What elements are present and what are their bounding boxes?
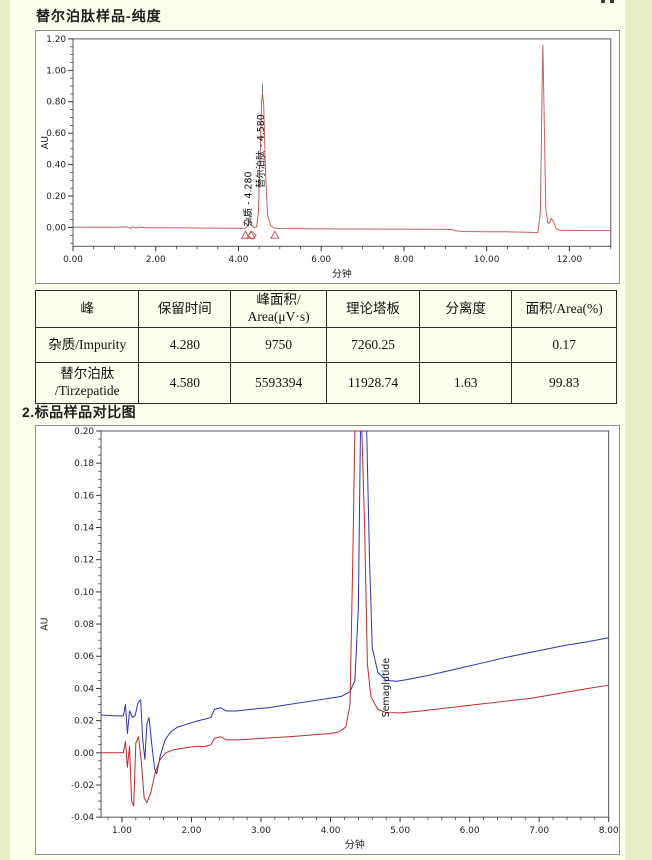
svg-text:分钟: 分钟: [345, 838, 365, 851]
svg-text:AU: AU: [40, 136, 51, 149]
svg-text:8.00: 8.00: [599, 826, 619, 836]
peak-label: 杂质 - 4.280: [242, 172, 254, 227]
svg-text:2.00: 2.00: [146, 255, 166, 265]
table-cell: 替尔泊肽 /Tirzepatide: [34, 362, 140, 404]
svg-text:1.20: 1.20: [46, 35, 66, 45]
table-cell: 5593394: [230, 362, 328, 404]
section1-title: 替尔泊肽样品-纯度: [36, 8, 162, 24]
svg-text:0.00: 0.00: [74, 749, 94, 759]
svg-text:-0.02: -0.02: [71, 781, 94, 791]
svg-text:6.00: 6.00: [460, 826, 480, 836]
svg-text:7.00: 7.00: [529, 826, 549, 836]
svg-text:0.12: 0.12: [74, 556, 94, 566]
table-row-impurity: 杂质/Impurity 4.280 9750 7260.25 0.17: [34, 327, 617, 363]
table-cell: 杂质/Impurity: [34, 327, 140, 363]
svg-text:0.18: 0.18: [74, 459, 94, 469]
header-area-percent: 面积/Area(%): [511, 290, 617, 328]
svg-text:0.04: 0.04: [74, 684, 94, 694]
svg-text:1.00: 1.00: [112, 826, 132, 836]
integration-marker: [247, 230, 257, 240]
header-peak: 峰: [34, 290, 140, 328]
header-peak-area: 峰面积/ Area(μV·s): [230, 290, 328, 328]
svg-text:10.00: 10.00: [474, 255, 500, 265]
svg-text:0.40: 0.40: [46, 161, 66, 171]
svg-text:1.00: 1.00: [46, 66, 66, 76]
svg-text:0.16: 0.16: [74, 491, 94, 501]
chart-canvas: 0.00 2.00 4.00 6.00 8.00 10.00 12.00 0.00 0.20 0.…: [40, 35, 612, 280]
trace: [73, 44, 611, 234]
header-resolution: 分离度: [419, 290, 513, 328]
table-cell: 4.580: [138, 362, 232, 404]
svg-text:0.80: 0.80: [46, 98, 66, 108]
header-retention-time: 保留时间: [138, 290, 232, 328]
svg-text:0.20: 0.20: [74, 427, 94, 437]
table-cell: 99.83: [511, 362, 617, 404]
integration-marker: [270, 230, 280, 239]
svg-text:0.20: 0.20: [46, 192, 66, 202]
svg-text:0.00: 0.00: [46, 223, 66, 233]
svg-text:4.00: 4.00: [321, 826, 341, 836]
svg-text:5.00: 5.00: [390, 826, 410, 836]
svg-text:0.02: 0.02: [74, 717, 94, 727]
svg-text:4.00: 4.00: [229, 255, 249, 265]
svg-text:分钟: 分钟: [332, 267, 352, 280]
svg-text:0.10: 0.10: [74, 588, 94, 598]
clipped-text-artifact: [610, 0, 614, 3]
clipped-text-artifact: [601, 0, 605, 3]
table-cell: 4.280: [138, 327, 232, 363]
peak-label: 替尔泊肽 - 4.580: [255, 114, 267, 188]
svg-text:0.00: 0.00: [63, 255, 83, 265]
trace: [101, 430, 609, 775]
svg-text:0.60: 0.60: [46, 129, 66, 139]
svg-text:-0.04: -0.04: [71, 813, 94, 823]
table-cell: 9750: [230, 327, 328, 363]
svg-text:3.00: 3.00: [251, 826, 271, 836]
svg-text:AU: AU: [39, 617, 50, 630]
section2-title: 2.标品样品对比图: [22, 404, 137, 420]
table-row-tirzepatide: 替尔泊肽 /Tirzepatide 4.580 5593394 11928.74…: [34, 362, 617, 404]
table-cell: 7260.25: [326, 327, 421, 363]
chart-canvas: 1.00 2.00 3.00 4.00 5.00 6.00 7.00 8.00 -0.04 -0.…: [39, 427, 619, 851]
svg-text:0.06: 0.06: [74, 652, 94, 662]
comparison-chromatogram: 1.00 2.00 3.00 4.00 5.00 6.00 7.00 8.00 -0.04 -0.…: [35, 425, 620, 855]
integration-marker: [240, 230, 251, 239]
table-cell: 0.17: [511, 327, 617, 363]
table-cell: 11928.74: [326, 362, 421, 404]
svg-text:0.08: 0.08: [74, 620, 94, 630]
header-theoretical-plates: 理论塔板: [326, 290, 421, 328]
table-header-row: 峰 保留时间 峰面积/ Area(μV·s) 理论塔板 分离度 面积/Area(…: [34, 290, 617, 328]
svg-text:2.00: 2.00: [182, 826, 202, 836]
svg-text:0.14: 0.14: [74, 524, 94, 534]
table-cell: 1.63: [419, 362, 513, 404]
svg-text:6.00: 6.00: [311, 255, 331, 265]
table-cell: [419, 327, 513, 363]
trace: [101, 430, 609, 807]
svg-text:8.00: 8.00: [394, 255, 414, 265]
purity-chromatogram: 0.00 2.00 4.00 6.00 8.00 10.00 12.00 0.00 0.20 0.…: [35, 30, 620, 284]
svg-text:12.00: 12.00: [557, 255, 583, 265]
peak-label: Semaglutide: [381, 658, 392, 718]
purity-results-table: 峰 保留时间 峰面积/ Area(μV·s) 理论塔板 分离度 面积/Area(…: [34, 290, 617, 404]
